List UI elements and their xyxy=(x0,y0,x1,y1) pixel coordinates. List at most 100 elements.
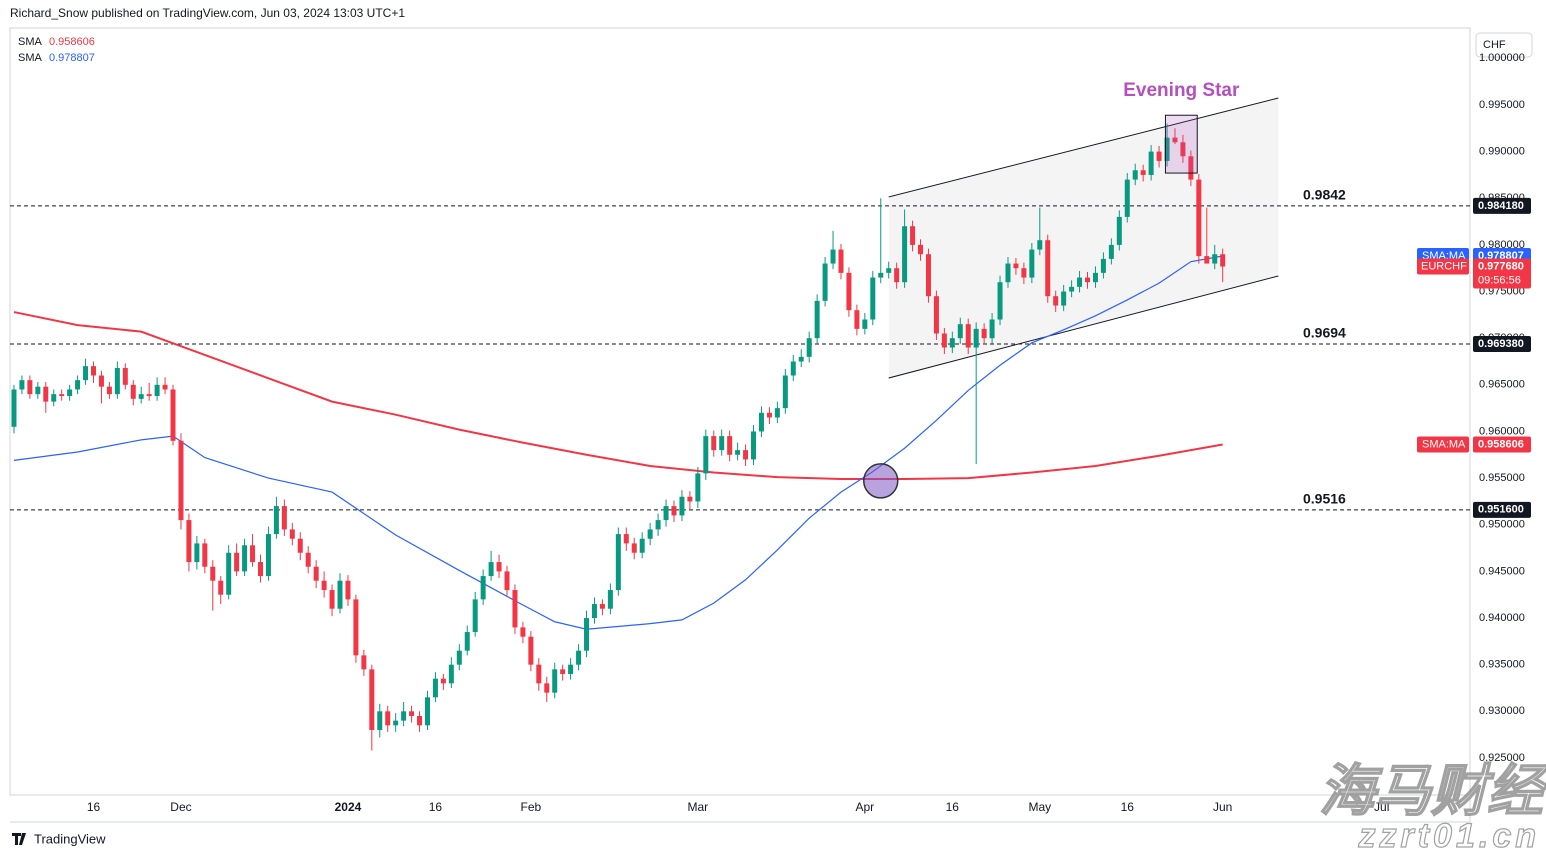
last-price: 0.977680 xyxy=(1478,260,1524,272)
candle-body xyxy=(1021,268,1027,278)
x-tick-label: Mar xyxy=(688,800,709,814)
candle-body xyxy=(1164,137,1170,161)
candle-body xyxy=(536,664,542,684)
candle-body xyxy=(202,543,208,567)
candle-body xyxy=(75,380,81,390)
candle-body xyxy=(1132,170,1138,180)
candle-body xyxy=(1140,170,1146,175)
channel-upper xyxy=(888,97,1279,198)
candle-body xyxy=(35,386,41,395)
candle-body xyxy=(480,576,486,600)
candle-body xyxy=(615,534,621,591)
legend-name: SMA xyxy=(18,36,43,48)
candle-body xyxy=(464,632,470,651)
candle-body xyxy=(1013,263,1019,269)
candle-body xyxy=(178,440,184,521)
candle-body xyxy=(448,664,454,684)
candle-body xyxy=(878,272,884,278)
candle-body xyxy=(242,545,248,572)
candle-body xyxy=(154,384,160,397)
y-tick-label: 0.955000 xyxy=(1479,472,1525,484)
candle-body xyxy=(1220,254,1226,267)
candle-body xyxy=(226,552,232,595)
channel-fill xyxy=(888,97,1279,379)
level-badge-text: 0.969380 xyxy=(1478,338,1524,350)
candle-body xyxy=(949,338,955,348)
candle-body xyxy=(870,277,876,320)
y-tick-label: 0.930000 xyxy=(1479,705,1525,717)
candle-body xyxy=(576,650,582,665)
x-tick-label: 2024 xyxy=(335,800,362,814)
candle-body xyxy=(273,506,279,535)
pattern-label: Evening Star xyxy=(1123,80,1240,101)
candle-body xyxy=(146,394,152,397)
candle-body xyxy=(727,436,733,455)
candle-body xyxy=(385,711,391,726)
candle-body xyxy=(432,678,438,698)
y-tick-label: 0.995000 xyxy=(1479,99,1525,111)
currency-box[interactable] xyxy=(1475,32,1533,58)
candle-body xyxy=(67,389,73,397)
candle-body xyxy=(194,543,200,563)
candle-body xyxy=(552,669,558,693)
candle-body xyxy=(1108,244,1114,259)
candle-body xyxy=(814,300,820,339)
candle-body xyxy=(1100,258,1106,273)
x-tick-label: 16 xyxy=(946,800,960,814)
candle-body xyxy=(607,590,613,609)
candle-body xyxy=(19,380,25,390)
channel-lower xyxy=(888,275,1279,379)
candle-body xyxy=(369,669,375,730)
candle-body xyxy=(472,599,478,633)
candle-body xyxy=(568,664,574,675)
candle-body xyxy=(43,386,49,402)
candle-body xyxy=(1045,240,1051,297)
candle-body xyxy=(1156,151,1162,161)
x-tick-label: Apr xyxy=(856,800,875,814)
sma-name: SMA:MA xyxy=(1422,438,1466,450)
candle-body xyxy=(719,436,725,451)
candle-body xyxy=(488,562,494,577)
sma-name-badge xyxy=(1417,436,1469,453)
candle-body xyxy=(496,562,502,572)
candle-body xyxy=(973,328,979,348)
candle-body xyxy=(1188,156,1194,180)
currency: CHF xyxy=(1483,39,1506,51)
candle-body xyxy=(51,394,57,402)
candle-body xyxy=(1005,263,1011,283)
y-tick-label: 0.990000 xyxy=(1479,146,1525,158)
watermark-cn: 海马财经 xyxy=(1319,759,1546,822)
candle-body xyxy=(162,384,168,390)
candle-body xyxy=(902,226,908,283)
candle-body xyxy=(377,711,383,730)
candle-body xyxy=(743,450,749,460)
legend-value: 0.978807 xyxy=(49,52,95,64)
candle-body xyxy=(544,683,550,693)
candle-body xyxy=(1196,179,1202,257)
candle-body xyxy=(1124,179,1130,217)
candle-body xyxy=(639,538,645,553)
y-tick-label: 0.980000 xyxy=(1479,239,1525,251)
candle-body xyxy=(671,506,677,516)
candle-body xyxy=(528,636,534,665)
candle-body xyxy=(862,319,868,329)
cross-marker xyxy=(863,463,899,499)
candle-body xyxy=(965,324,971,348)
candle-body xyxy=(234,552,240,572)
candle-body xyxy=(1148,151,1154,175)
candle-body xyxy=(758,412,764,432)
candle-body xyxy=(130,384,136,399)
candle-body xyxy=(894,268,900,283)
candle-body xyxy=(98,375,104,387)
candle-body xyxy=(997,282,1003,320)
y-tick-label: 0.945000 xyxy=(1479,565,1525,577)
candle-body xyxy=(735,450,741,455)
candle-body xyxy=(679,496,685,516)
candle-body xyxy=(409,711,415,716)
logo-icon xyxy=(12,833,26,845)
candle-body xyxy=(806,338,812,357)
candle-body xyxy=(655,520,661,530)
candle-body xyxy=(440,678,446,684)
candle-body xyxy=(846,272,852,311)
x-tick-label: Feb xyxy=(521,800,542,814)
